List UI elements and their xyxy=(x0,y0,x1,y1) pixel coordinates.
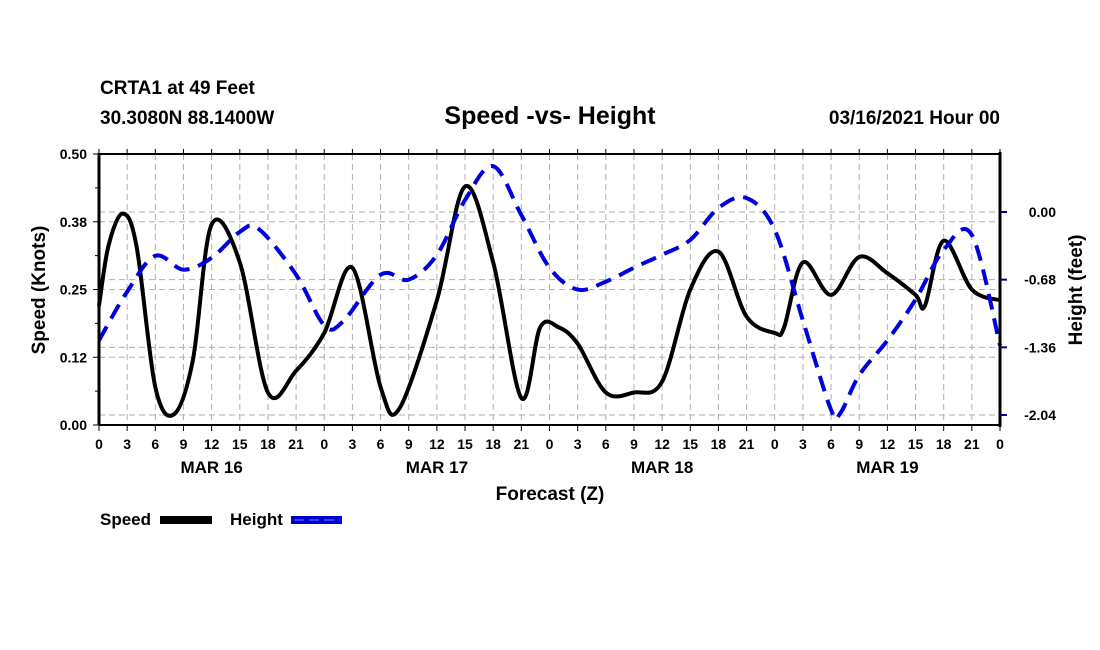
tick-labels: 0 3 6 9 12 15 18 21 0 3 6 9 12 15 18 21 0 3 6 9 12 15 18 21 0 3 6 9… xyxy=(60,146,1056,477)
y2-axis-title: Height (feet) xyxy=(1066,235,1087,346)
x-tick-label: 21 xyxy=(739,436,755,452)
x-tick-label: 18 xyxy=(711,436,727,452)
day-label: MAR 19 xyxy=(856,458,918,477)
y2-tick-label: 0.00 xyxy=(1029,204,1056,220)
chart-title: Speed -vs- Height xyxy=(444,102,656,130)
x-tick-label: 15 xyxy=(682,436,698,452)
legend: Speed Height xyxy=(100,510,342,529)
legend-speed-label: Speed xyxy=(100,510,151,529)
x-tick-label: 15 xyxy=(457,436,473,452)
x-tick-label: 0 xyxy=(95,436,103,452)
x-tick-label: 9 xyxy=(405,436,413,452)
series-layer xyxy=(97,164,1002,422)
legend-speed-swatch xyxy=(160,516,212,524)
day-label: MAR 17 xyxy=(406,458,468,477)
coords-label: 30.3080N 88.1400W xyxy=(100,108,274,129)
x-tick-label: 9 xyxy=(180,436,188,452)
day-label: MAR 16 xyxy=(180,458,242,477)
y2-tick-label: -0.68 xyxy=(1024,272,1056,288)
x-tick-label: 0 xyxy=(546,436,554,452)
x-tick-label: 6 xyxy=(827,436,835,452)
x-tick-label: 0 xyxy=(771,436,779,452)
x-tick-label: 15 xyxy=(232,436,248,452)
x-axis-title: Forecast (Z) xyxy=(496,484,605,505)
x-tick-label: 18 xyxy=(260,436,276,452)
y-tick-label: 0.38 xyxy=(60,214,87,230)
x-tick-label: 12 xyxy=(204,436,220,452)
x-tick-label: 6 xyxy=(602,436,610,452)
x-tick-label: 0 xyxy=(320,436,328,452)
y-axis-title: Speed (Knots) xyxy=(29,226,50,355)
y2-tick-label: -2.04 xyxy=(1024,407,1056,423)
x-tick-label: 3 xyxy=(349,436,357,452)
x-tick-label: 21 xyxy=(964,436,980,452)
x-tick-label: 9 xyxy=(855,436,863,452)
y-tick-label: 0.50 xyxy=(60,146,87,162)
series-line-height xyxy=(97,164,1002,422)
grid-lines xyxy=(99,154,1000,425)
x-tick-label: 3 xyxy=(574,436,582,452)
day-label: MAR 18 xyxy=(631,458,693,477)
axes xyxy=(93,149,1007,431)
x-tick-label: 18 xyxy=(936,436,952,452)
x-tick-label: 6 xyxy=(377,436,385,452)
x-tick-label: 0 xyxy=(996,436,1004,452)
x-tick-label: 6 xyxy=(151,436,159,452)
x-tick-label: 9 xyxy=(630,436,638,452)
station-label: CRTA1 at 49 Feet xyxy=(100,78,256,99)
x-tick-label: 3 xyxy=(123,436,131,452)
legend-height-label: Height xyxy=(230,510,283,529)
x-tick-label: 12 xyxy=(880,436,896,452)
series-line-speed xyxy=(97,184,1001,418)
x-tick-label: 21 xyxy=(288,436,304,452)
x-tick-label: 18 xyxy=(485,436,501,452)
x-tick-label: 12 xyxy=(654,436,670,452)
x-tick-label: 15 xyxy=(908,436,924,452)
x-tick-label: 3 xyxy=(799,436,807,452)
x-tick-label: 12 xyxy=(429,436,445,452)
date-label: 03/16/2021 Hour 00 xyxy=(829,108,1000,129)
y-tick-label: 0.12 xyxy=(60,349,87,365)
y2-tick-label: -1.36 xyxy=(1024,339,1056,355)
y-tick-label: 0.00 xyxy=(60,417,87,433)
x-tick-label: 21 xyxy=(514,436,530,452)
y-tick-label: 0.25 xyxy=(60,282,87,298)
